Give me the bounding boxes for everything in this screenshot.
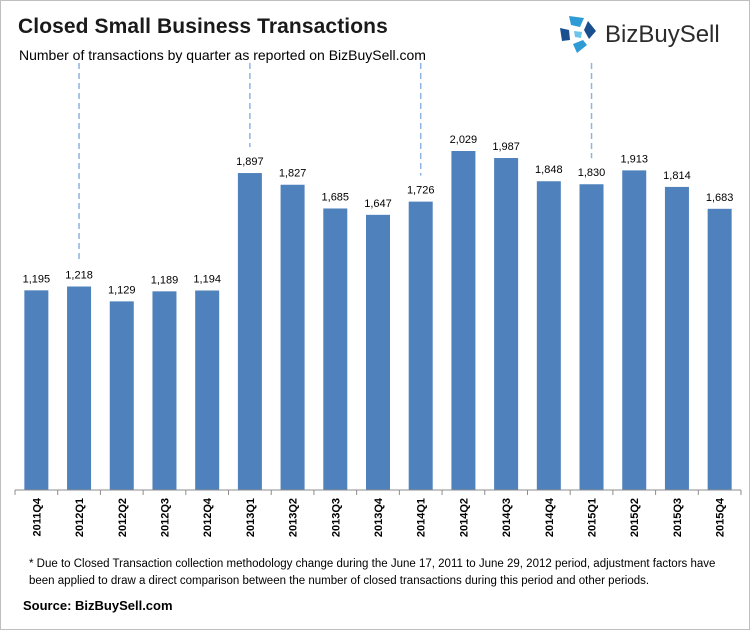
tick-label-2014Q3: 2014Q3 [501, 498, 513, 537]
tick-label-2015Q2: 2015Q2 [629, 498, 641, 537]
data-label-2015Q4: 1,683 [706, 192, 734, 204]
data-label-2012Q4: 1,194 [193, 274, 221, 286]
tick-label-2012Q4: 2012Q4 [202, 497, 214, 537]
tick-label-2013Q1: 2013Q1 [245, 498, 257, 537]
bar-2013Q1 [237, 173, 262, 491]
bar-2015Q4 [707, 208, 732, 490]
chart-title: Closed Small Business Transactions [18, 15, 388, 38]
footnote: * Due to Closed Transaction collection m… [29, 558, 716, 587]
tick-label-2014Q1: 2014Q1 [416, 498, 428, 537]
data-label-2013Q3: 1,685 [322, 191, 350, 203]
logo-shape-right [584, 21, 596, 39]
data-label-2012Q3: 1,189 [151, 274, 179, 286]
bar-2011Q4 [24, 290, 49, 490]
logo-shape-bottom [573, 40, 587, 53]
bar-2013Q3 [323, 208, 348, 491]
data-label-2013Q4: 1,647 [364, 198, 392, 210]
data-label-2015Q1: 1,830 [578, 167, 606, 179]
data-labels: 1,195 1,218 1,129 1,189 1,194 1,897 1,827 1,685… [23, 134, 734, 296]
data-label-2015Q3: 1,814 [663, 170, 691, 182]
data-label-2015Q2: 1,913 [620, 153, 648, 165]
bar-series [24, 151, 732, 491]
bar-2015Q1 [579, 184, 604, 490]
tick-label-2015Q1: 2015Q1 [587, 498, 599, 537]
bar-2012Q1 [67, 286, 92, 490]
bar-2015Q2 [622, 170, 647, 490]
bar-2014Q2 [451, 151, 476, 490]
year-dividers [78, 63, 593, 261]
tick-label-2015Q4: 2015Q4 [715, 497, 727, 537]
data-label-2014Q4: 1,848 [535, 164, 563, 176]
tick-label-2014Q2: 2014Q2 [458, 498, 470, 537]
logo-shape-left [560, 28, 570, 41]
tick-label-2012Q3: 2012Q3 [159, 498, 171, 537]
tick-label-2013Q2: 2013Q2 [288, 498, 300, 537]
tick-label-2013Q4: 2013Q4 [373, 497, 385, 537]
data-label-2012Q2: 1,129 [108, 284, 136, 296]
tick-label-2015Q3: 2015Q3 [672, 498, 684, 537]
bizbuysell-logo: BizBuySell [557, 13, 747, 55]
source-note: Source: BizBuySell.com [23, 598, 173, 613]
data-label-2014Q3: 1,987 [492, 141, 520, 153]
data-label-2013Q1: 1,897 [236, 156, 264, 168]
bar-2012Q2 [109, 301, 134, 490]
data-label-2011Q4: 1,195 [23, 273, 51, 285]
tick-label-2014Q4: 2014Q4 [544, 497, 556, 537]
data-label-2013Q2: 1,827 [279, 168, 307, 180]
bar-2014Q1 [408, 201, 433, 490]
bar-2012Q4 [195, 290, 220, 490]
x-axis-tick-labels: 2011Q4 2012Q1 2012Q2 2012Q3 2012Q4 2013Q1 2013… [31, 497, 726, 537]
bar-2013Q2 [280, 184, 305, 490]
tick-label-2012Q2: 2012Q2 [117, 498, 129, 537]
data-label-2014Q1: 1,726 [407, 185, 435, 197]
x-axis-ticks [14, 490, 742, 495]
logo-brand-name: BizBuySell [605, 21, 720, 48]
bar-2012Q3 [152, 291, 177, 490]
tick-label-2011Q4: 2011Q4 [31, 497, 43, 536]
logo-shape-top [569, 16, 584, 27]
bar-2014Q4 [536, 181, 561, 490]
bar-chart: 1,195 1,218 1,129 1,189 1,194 1,897 1,827 1,685… [14, 63, 742, 537]
data-label-2014Q2: 2,029 [450, 134, 478, 146]
bar-2013Q4 [366, 214, 390, 491]
logo-shape-center [574, 31, 582, 38]
chart-subtitle: Number of transactions by quarter as rep… [19, 47, 426, 63]
tick-label-2013Q3: 2013Q3 [330, 498, 342, 537]
tick-label-2012Q1: 2012Q1 [74, 498, 86, 537]
data-label-2012Q1: 1,218 [65, 269, 93, 281]
bar-2015Q3 [664, 186, 689, 490]
bar-2014Q3 [494, 158, 519, 490]
bizbuysell-logo-icon [560, 16, 596, 53]
